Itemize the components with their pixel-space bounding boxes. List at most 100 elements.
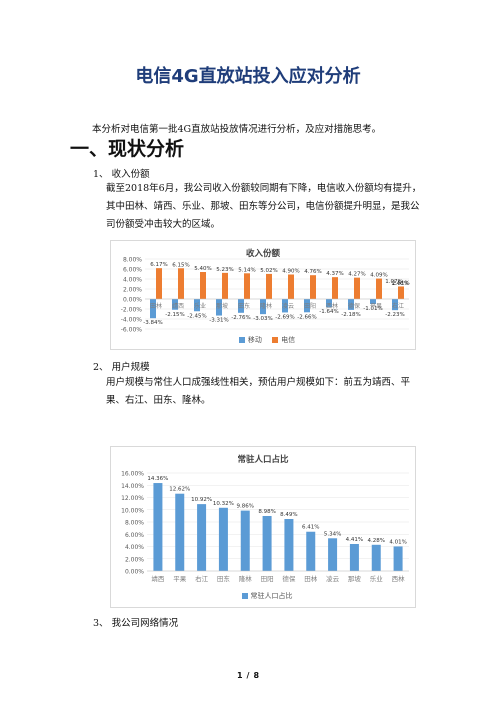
data-label-mobile: -3.31% <box>209 318 228 324</box>
y-tick-label: 16.00% <box>121 471 144 478</box>
bar-telecom <box>156 268 162 299</box>
data-label-population: 14.36% <box>147 476 168 482</box>
x-tick-label: 隆林 <box>260 302 272 310</box>
data-label-mobile: -2.18% <box>341 312 360 318</box>
subheading-revenue-share: 1、 收入份额 <box>93 169 150 180</box>
bar-telecom <box>200 272 206 299</box>
bar-mobile <box>282 299 288 313</box>
bar-telecom <box>332 277 338 299</box>
document-title: 电信4G直放站投入应对分析 <box>135 66 361 87</box>
data-label-population: 12.62% <box>169 487 190 493</box>
bar-mobile <box>326 299 332 308</box>
data-label-telecom: 4.76% <box>304 269 321 275</box>
bar-mobile <box>370 299 376 305</box>
bar-population <box>175 493 185 571</box>
x-tick-label: 乐业 <box>194 302 206 310</box>
y-tick-label: 4.00% <box>123 277 142 284</box>
bar-mobile <box>238 299 244 313</box>
bar-population <box>240 510 250 571</box>
x-tick-label: 凌云 <box>326 574 340 583</box>
x-tick-label: 德保 <box>348 302 360 310</box>
data-label-mobile: -3.03% <box>253 316 272 322</box>
x-tick-label: 那坡 <box>216 302 228 310</box>
page-current: 1 <box>236 671 243 680</box>
data-label-telecom: 2.51% <box>392 280 409 286</box>
bar-mobile <box>150 299 156 319</box>
data-label-mobile: -2.45% <box>187 313 206 319</box>
bar-telecom <box>244 273 250 299</box>
x-tick-label: 靖西 <box>151 574 165 583</box>
data-label-mobile: -1.64% <box>319 309 338 315</box>
data-label-mobile: -3.84% <box>143 320 162 326</box>
x-tick-label: 右江 <box>195 574 209 583</box>
legend-label-population: 常驻人口占比 <box>250 592 293 600</box>
legend-label-telecom: 电信 <box>281 336 296 344</box>
bar-mobile <box>304 299 310 313</box>
data-label-telecom: 4.09% <box>370 273 387 279</box>
data-label-population: 6.41% <box>302 525 319 531</box>
bar-population <box>306 531 316 571</box>
data-label-telecom: 5.14% <box>238 267 255 273</box>
x-tick-label: 田林 <box>304 574 318 583</box>
bar-population <box>393 546 403 571</box>
x-tick-label: 平果 <box>173 575 187 583</box>
y-tick-label: 4.00% <box>125 544 144 551</box>
data-label-mobile: -2.66% <box>297 314 316 320</box>
x-tick-label: 隆林 <box>239 574 253 583</box>
y-tick-label: 8.00% <box>123 257 142 264</box>
bar-population <box>328 538 338 571</box>
data-label-telecom: 6.17% <box>150 262 167 268</box>
bar-mobile <box>194 299 200 312</box>
legend-label-mobile: 移动 <box>247 336 262 344</box>
x-tick-label: 凌云 <box>282 302 294 310</box>
data-label-telecom: 5.02% <box>260 268 277 274</box>
paragraph-revenue-share: 截至2018年6月，我公司收入份额较同期有下降，电信收入份额均有提升，其中田林、… <box>106 183 422 230</box>
bar-population <box>153 483 163 571</box>
data-label-mobile: -2.15% <box>165 312 184 318</box>
bar-telecom <box>266 273 272 299</box>
x-tick-label: 田东 <box>238 302 250 310</box>
y-tick-label: 8.00% <box>125 520 144 527</box>
data-label-population: 4.01% <box>389 539 406 545</box>
x-tick-label: 田林 <box>150 302 162 310</box>
data-label-mobile: -2.69% <box>275 314 294 320</box>
data-label-population: 10.32% <box>213 501 234 507</box>
data-label-population: 8.98% <box>258 509 275 515</box>
x-tick-label: 田东 <box>217 574 231 583</box>
bar-telecom <box>310 275 316 299</box>
data-label-population: 5.34% <box>324 531 341 537</box>
subheading-user-scale: 2、 用户规模 <box>93 362 150 373</box>
data-label-mobile: -2.76% <box>231 315 250 321</box>
y-tick-label: 0.00% <box>125 569 144 576</box>
bar-telecom <box>376 278 382 299</box>
paragraph-user-scale: 用户规模与常住人口成强线性相关，预估用户规模如下：前五为靖西、平果、右江、田东、… <box>106 377 411 406</box>
intro-paragraph: 本分析对电信第一批4G直放站投放情况进行分析，及应对措施思考。 <box>92 124 382 135</box>
x-tick-label: 靖西 <box>172 302 184 310</box>
legend-swatch-mobile <box>238 337 245 343</box>
chart2-legend: 常驻人口占比 <box>111 591 415 601</box>
bar-population <box>197 504 207 571</box>
y-tick-label: 0.00% <box>123 297 142 304</box>
data-label-telecom: 5.23% <box>216 267 233 273</box>
x-tick-label: 田阳 <box>304 302 316 310</box>
data-label-population: 4.28% <box>368 538 385 544</box>
section-heading: 一、现状分析 <box>70 138 185 160</box>
population-share-chart: 常驻人口占比 16.00% 14.00% 12.00% 10.00% 8.00% 6.00… <box>110 446 416 608</box>
chart1-plot: 8.00% 6.00% 4.00% 2.00% 0.00% -2.00% -4.00% -6.… <box>121 257 410 334</box>
data-label-population: 4.41% <box>346 537 363 543</box>
chart1-legend: 移动 电信 <box>111 335 415 345</box>
revenue-share-chart: 收入份额 8.00% 6.00% 4.00% 2.00% 0.00% -2.00% -4.0… <box>110 240 416 350</box>
x-tick-label: 德保 <box>282 574 296 583</box>
bar-telecom <box>178 268 184 299</box>
page-total: 8 <box>253 671 260 680</box>
data-label-telecom: 4.37% <box>326 271 343 277</box>
y-tick-label: 6.00% <box>123 267 142 274</box>
bar-mobile <box>172 299 178 310</box>
bar-telecom <box>288 274 294 299</box>
x-tick-label: 西林 <box>326 302 338 310</box>
data-label-mobile: -1.01% <box>363 306 382 312</box>
page-separator: / <box>246 671 250 680</box>
bar-population <box>371 544 381 571</box>
x-tick-label: 平果 <box>370 303 382 310</box>
bar-mobile <box>348 299 354 310</box>
